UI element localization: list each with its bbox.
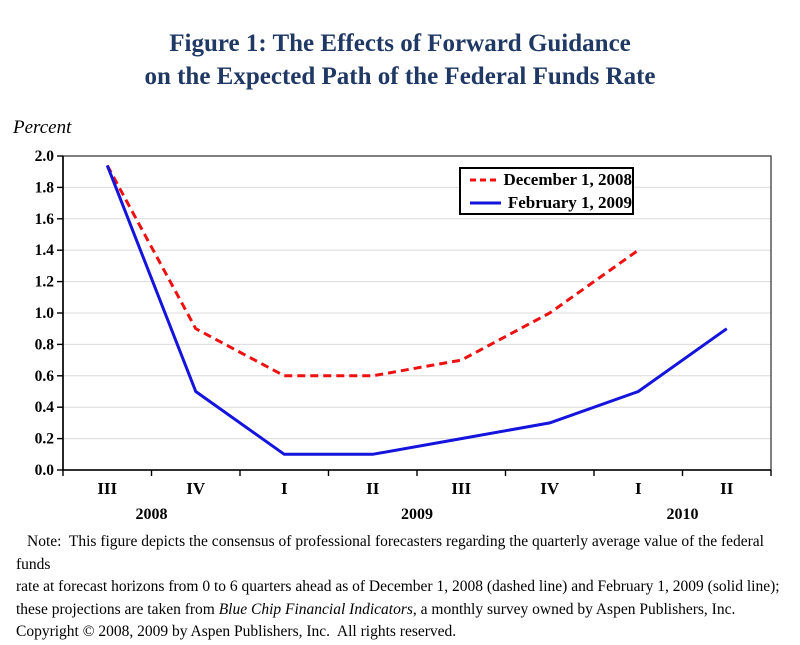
y-tick-label: 1.6	[35, 211, 55, 228]
y-tick-label: 1.2	[35, 274, 55, 291]
figure-note: Note: This figure depicts the consensus …	[16, 531, 791, 644]
x-tick-label-year: 2009	[401, 506, 433, 523]
y-tick-label: 0.2	[35, 431, 55, 448]
legend-label-feb-2009: February 1, 2009	[507, 192, 632, 212]
x-tick-label-year: 2010	[667, 506, 699, 523]
y-tick-label: 0.0	[35, 462, 55, 479]
x-tick-label-quarter: III	[97, 479, 117, 498]
series-line-february-2009	[105, 164, 728, 456]
chart-legend: December 1, 2008 February 1, 2009	[459, 167, 634, 215]
y-tick-label: 1.0	[35, 305, 55, 322]
y-tick-label: 0.6	[35, 368, 55, 385]
series-line-december-2008	[105, 164, 640, 378]
x-tick-label-quarter: II	[720, 479, 734, 498]
note-line-2: rate at forecast horizons from 0 to 6 qu…	[16, 578, 780, 595]
solid-blue-line-sample	[470, 201, 501, 204]
note-copyright-line: Copyright © 2008, 2009 by Aspen Publishe…	[16, 623, 457, 640]
x-tick-label-year: 2008	[136, 506, 168, 523]
x-tick-label-quarter: II	[366, 479, 380, 498]
series-lines	[105, 164, 728, 456]
note-line-1: Note: This figure depicts the consensus …	[16, 533, 768, 573]
y-axis-unit-label: Percent	[13, 117, 72, 138]
legend-item-feb-2009: February 1, 2009	[470, 193, 632, 213]
y-tick-label: 1.4	[35, 242, 55, 259]
note-line-3-pre: these projections are taken from	[16, 600, 219, 618]
x-tick-label-quarter: IV	[540, 479, 560, 498]
x-tick-label-quarter: I	[635, 479, 642, 498]
gridlines	[63, 186, 771, 440]
note-line-3-italic-source: Blue Chip Financial Indicators	[218, 600, 413, 618]
legend-item-dec-2008: December 1, 2008	[470, 170, 632, 190]
axis-ticks	[57, 155, 772, 476]
x-tick-label-quarter: I	[281, 479, 288, 498]
dashed-red-line-sample	[470, 178, 497, 181]
legend-label-dec-2008: December 1, 2008	[503, 169, 632, 189]
y-tick-label: 0.4	[35, 399, 55, 416]
figure-title-line2: on the Expected Path of the Federal Fund…	[144, 63, 656, 90]
note-line-3-post: , a monthly survey owned by Aspen Publis…	[412, 600, 736, 618]
y-tick-label: 0.8	[35, 336, 55, 353]
y-tick-label: 1.8	[35, 179, 55, 196]
y-tick-label: 2.0	[35, 148, 55, 165]
x-tick-label-quarter: III	[451, 479, 471, 498]
figure-title: Figure 1: The Effects of Forward Guidanc…	[0, 27, 800, 93]
x-tick-label-quarter: IV	[186, 479, 206, 498]
note-line-3: these projections are taken from Blue Ch…	[16, 599, 791, 622]
figure-title-line1: Figure 1: The Effects of Forward Guidanc…	[169, 30, 631, 57]
